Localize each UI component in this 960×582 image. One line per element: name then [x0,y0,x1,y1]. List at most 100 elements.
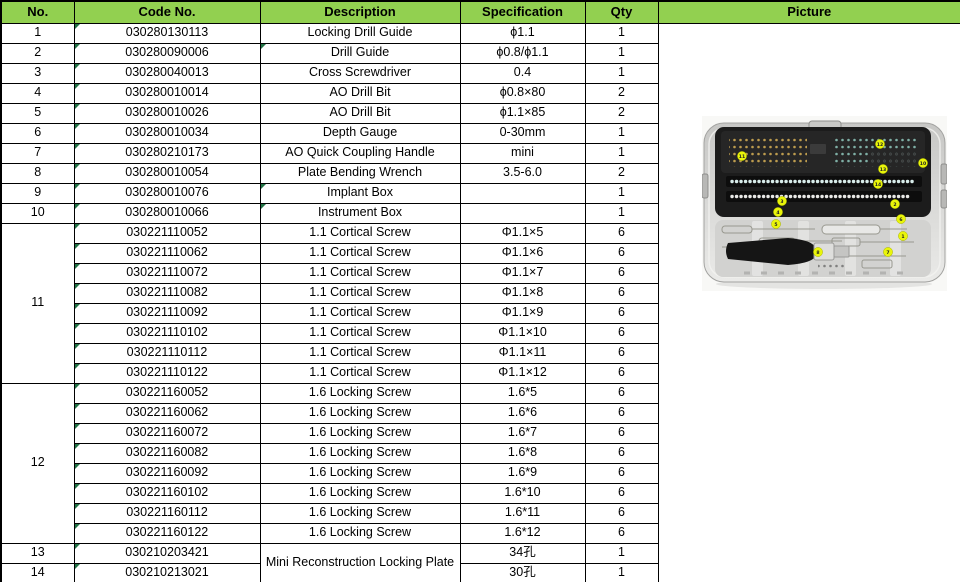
qty-cell-text: 6 [618,225,625,240]
desc-cell: 1.1 Cortical Screw [259,222,461,244]
qty-cell: 1 [584,42,659,64]
spec-cell-text: Φ1.1×12 [498,365,547,380]
product-photo: 11 12 13 14 10 2 6 1 3 4 5 8 7 [701,115,947,294]
stored-as-text-indicator [261,204,266,209]
code-cell-text: 030221160072 [125,425,209,440]
spec-cell-text: Φ1.1×11 [498,345,547,360]
no-cell: 8 [0,162,75,184]
spec-cell: 1.6*8 [459,442,586,464]
qty-cell-text: 1 [618,185,625,200]
code-cell-text: 030221160062 [125,405,209,420]
table-row: 12 030221160052 1.6 Locking Screw 1.6*5 6 [0,382,960,544]
qty-cell: 2 [584,82,659,104]
item-badge [874,138,885,149]
desc-cell: 1.6 Locking Screw [259,402,461,424]
stored-as-text-indicator [75,504,80,509]
desc-cell-text: AO Drill Bit [329,85,391,100]
spec-cell: Φ1.1×10 [459,322,586,344]
no-cell-text: 3 [34,65,42,80]
qty-cell-text: 2 [618,105,625,120]
spec-cell [459,182,586,204]
handle-tip [833,245,849,257]
spec-cell: 1.6*11 [459,502,586,524]
spec-cell-text: 1.6*7 [507,425,538,440]
stored-as-text-indicator [75,364,80,369]
desc-cell: 1.6 Locking Screw [259,522,461,544]
item-badge [882,246,893,257]
desc-cell: 1.1 Cortical Screw [259,262,461,284]
desc-cell: 1.6 Locking Screw [259,502,461,524]
spec-cell: 1.6*5 [459,382,586,404]
qty-cell: 6 [584,402,659,424]
spec-cell-text: 30孔 [509,564,536,579]
code-cell-text: 030221160112 [126,505,208,520]
desc-cell: Locking Drill Guide [259,22,461,44]
no-cell: 9 [0,182,75,204]
code-cell: 030221110062 [73,242,261,264]
qty-cell: 1 [584,62,659,84]
table-row: 030221160112 1.6 Locking Screw 1.6*11 6 [1,502,960,524]
qty-cell: 1 [584,122,659,144]
code-cell-text: 030221160082 [125,445,209,460]
picture-cell: 11 12 13 14 10 2 6 1 3 4 5 8 7 [657,22,960,582]
table-row: 10 030280010066 Instrument Box 1 [0,202,960,224]
code-cell: 030280210173 [73,142,261,164]
desc-cell-text: Depth Gauge [322,125,398,140]
qty-cell: 6 [584,322,659,344]
instrument-outlines [721,224,914,268]
spec-cell-text: 1.6*11 [504,505,541,520]
no-cell-text: 1 [34,25,42,40]
item-badge [772,206,783,217]
spec-cell: Φ1.1×11 [459,342,586,364]
qty-cell: 6 [584,282,659,304]
empty-screw-holes [869,150,918,167]
desc-cell-text: AO Drill Bit [329,105,391,120]
header-code: Code No. [73,0,261,24]
item-badge-number: 7 [886,249,889,255]
spec-cell-text: 1.6*6 [507,405,538,420]
code-cell: 030221110092 [73,302,261,324]
stored-as-text-indicator [75,224,80,229]
coupling-handle [725,237,816,265]
table-row: 030221160082 1.6 Locking Screw 1.6*8 6 [1,442,960,464]
qty-cell-text: 1 [618,145,625,160]
item-badge [917,157,928,168]
qty-cell-text: 1 [618,125,625,140]
no-cell: 7 [0,142,75,164]
desc-cell-text: 1.6 Locking Screw [308,465,412,480]
desc-cell: AO Quick Coupling Handle [259,142,461,164]
no-cell: 13 [0,542,75,564]
stored-as-text-indicator [261,184,266,189]
qty-cell-text: 2 [618,85,625,100]
code-cell-text: 030221110052 [126,225,208,240]
qty-cell-text: 6 [618,425,625,440]
right-clasp-upper [940,163,947,184]
table-row: 7 030280210173 AO Quick Coupling Handle min… [0,142,960,164]
item-badge-number: 12 [876,141,882,147]
qty-cell: 1 [584,142,659,164]
no-cell: 6 [0,122,75,144]
qty-cell-text: 6 [618,405,625,420]
stored-as-text-indicator [75,304,80,309]
spec-cell: 3.5-6.0 [459,162,586,184]
code-cell: 030280130113 [73,22,261,44]
desc-cell: Plate Bending Wrench [259,162,461,184]
qty-cell: 6 [584,342,659,364]
desc-cell-text: 1.1 Cortical Screw [309,285,411,300]
spec-cell-text: 0.4 [513,65,532,80]
code-cell: 030280010054 [73,162,261,184]
item-badge-number: 11 [738,153,744,159]
no-cell-text: 7 [34,145,42,160]
qty-cell: 1 [584,202,659,224]
desc-cell-text: 1.6 Locking Screw [308,505,412,520]
qty-cell-text: 6 [618,505,625,520]
spec-cell: 34孔 [459,542,586,564]
stored-as-text-indicator [75,264,80,269]
spec-cell: ϕ1.1×85 [459,102,586,124]
spec-cell: ϕ0.8/ϕ1.1 [459,42,586,64]
spec-cell-text: 1.6*8 [507,445,538,460]
code-cell-text: 030221110122 [126,365,208,380]
item-badge [889,198,900,209]
desc-cell-text: 1.6 Locking Screw [308,385,412,400]
spec-cell-text: ϕ1.1 [510,25,535,40]
